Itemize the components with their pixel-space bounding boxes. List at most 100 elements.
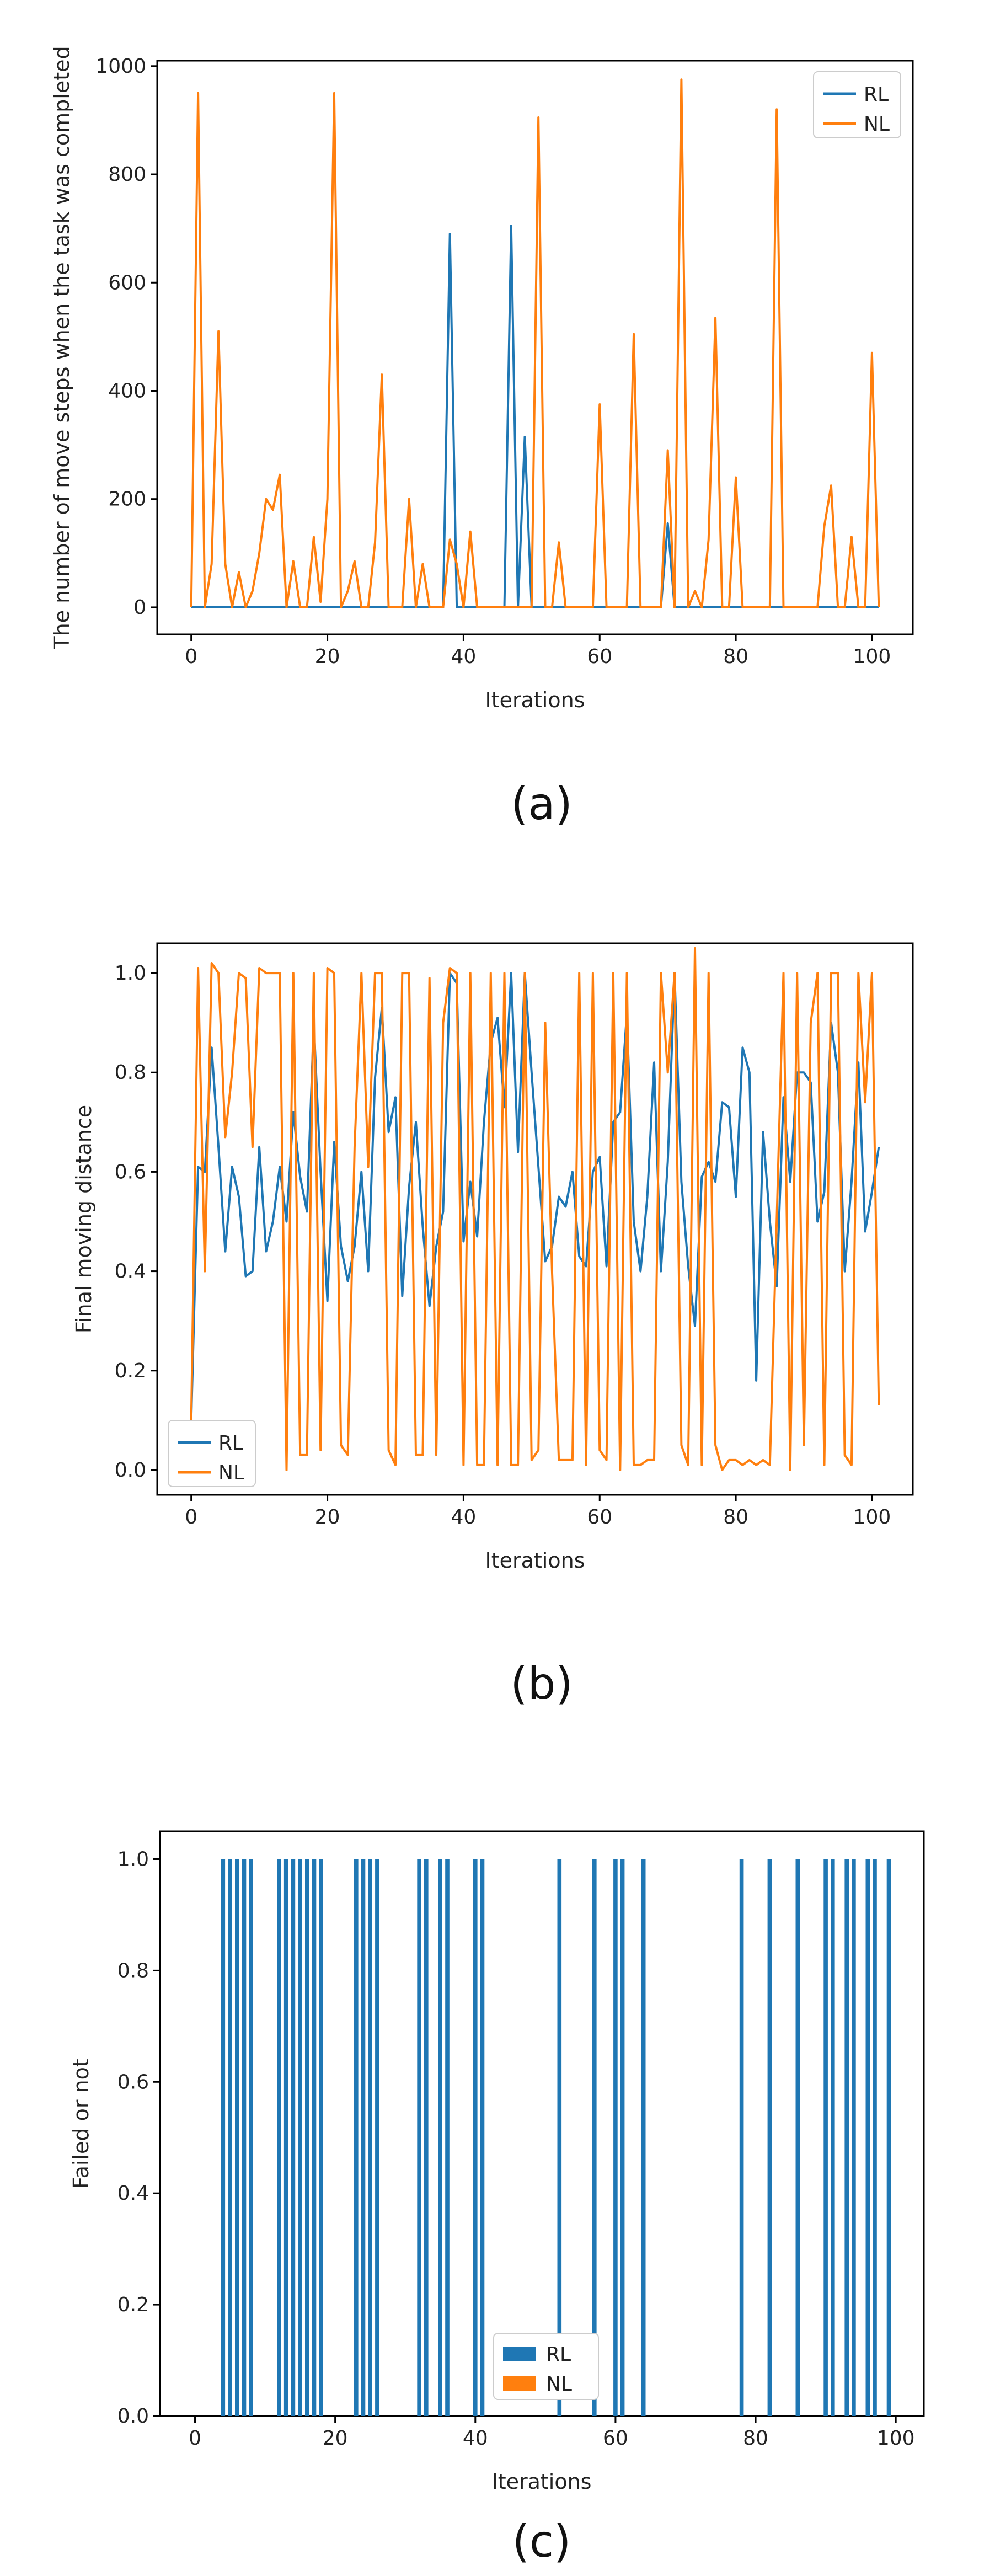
- chart-c-xtick-label: 40: [463, 2427, 488, 2450]
- chart-c-bar-rl: [739, 1859, 744, 2416]
- chart-c-bar-rl: [641, 1859, 646, 2416]
- chart-a-plot-frame: [156, 60, 914, 635]
- chart-b-ylabel: Final moving distance: [72, 1105, 96, 1333]
- chart-b-xtick-label: 0: [185, 1506, 197, 1529]
- chart-c-legend-rl-label: RL: [546, 2343, 571, 2366]
- chart-c-bar-rl: [291, 1859, 296, 2416]
- chart-c-bar-rl: [375, 1859, 379, 2416]
- chart-a-caption: (a): [511, 778, 572, 830]
- chart-b-xtick-label: 20: [315, 1506, 340, 1529]
- chart-b-ytick-label: 0.8: [115, 1061, 146, 1084]
- chart-c-xtick-label: 0: [189, 2427, 201, 2450]
- chart-c-bar-rl: [235, 1859, 239, 2416]
- chart-a-xtick-label: 100: [853, 645, 891, 668]
- chart-a-ytick-label: 600: [108, 271, 146, 294]
- chart-a-ytick-label: 200: [108, 488, 146, 511]
- chart-c-bar-rl: [480, 1859, 485, 2416]
- chart-c-bar-rl: [417, 1859, 421, 2416]
- chart-b-legend: RL NL: [168, 1420, 256, 1487]
- chart-c-xtick-label: 20: [323, 2427, 348, 2450]
- chart-c-bar-rl: [298, 1859, 302, 2416]
- chart-c-bar-rl: [368, 1859, 372, 2416]
- chart-c-bar-rl: [361, 1859, 366, 2416]
- chart-a-xlabel: Iterations: [485, 688, 585, 712]
- chart-c-bar-rl: [613, 1859, 618, 2416]
- chart-c-bar-rl: [557, 1859, 562, 2416]
- chart-c-legend-rl-swatch: [503, 2347, 536, 2361]
- chart-c-bar-rl: [823, 1859, 828, 2416]
- chart-b-caption: (b): [510, 1658, 573, 1709]
- chart-c-bar-rl: [221, 1859, 226, 2416]
- chart-a-xtick-label: 0: [185, 645, 197, 668]
- chart-c-caption: (c): [512, 2516, 571, 2567]
- chart-c-bar-rl: [831, 1859, 835, 2416]
- chart-a-legend-rl-label: RL: [864, 83, 889, 106]
- chart-c-failed: 0 20 40 60 80 100 0.0 0.2 0.4 0.6 0.8 1.0 Iteration…: [69, 1830, 925, 2567]
- chart-b-series-nl-line: [190, 947, 880, 1471]
- chart-c-ytick-label: 0.6: [117, 2071, 149, 2093]
- chart-b-ytick-label: 0.2: [115, 1360, 146, 1382]
- chart-a-xtick-label: 40: [451, 645, 476, 668]
- chart-a-ylabel: The number of move steps when the task w…: [50, 46, 74, 649]
- chart-b-ytick-label: 0.4: [115, 1260, 146, 1283]
- chart-a-ytick-label: 400: [108, 380, 146, 402]
- chart-c-legend-nl-swatch: [503, 2376, 536, 2391]
- chart-c-bar-rl: [354, 1859, 359, 2416]
- chart-c-legend: RL NL: [493, 2333, 599, 2400]
- chart-c-ytick-label: 1.0: [117, 1848, 149, 1870]
- chart-b-ytick-label: 0.0: [115, 1459, 146, 1482]
- chart-c-bar-rl: [852, 1859, 856, 2416]
- chart-b-ytick-label: 1.0: [115, 962, 146, 985]
- chart-c-ticks: 0 20 40 60 80 100 0.0 0.2 0.4 0.6 0.8 1.0: [117, 1848, 915, 2450]
- chart-b-series-rl-line: [190, 972, 880, 1420]
- chart-c-bar-rl: [305, 1859, 309, 2416]
- chart-c-bar-rl: [865, 1859, 870, 2416]
- chart-b-legend-rl-label: RL: [218, 1432, 243, 1455]
- chart-c-ylabel: Failed or not: [69, 2059, 93, 2189]
- chart-c-ytick-label: 0.0: [117, 2405, 149, 2428]
- chart-c-ytick-label: 0.2: [117, 2294, 149, 2316]
- chart-c-bar-rl: [277, 1859, 281, 2416]
- chart-c-ytick-label: 0.4: [117, 2182, 149, 2205]
- chart-a-series: [190, 78, 880, 608]
- chart-b-xtick-label: 60: [587, 1506, 612, 1529]
- chart-c-xtick-label: 60: [603, 2427, 628, 2450]
- chart-c-bar-rl: [795, 1859, 800, 2416]
- chart-a-ytick-label: 1000: [95, 55, 146, 78]
- chart-c-bar-rl: [283, 1859, 288, 2416]
- chart-a-xtick-label: 60: [587, 645, 612, 668]
- chart-c-xlabel: Iterations: [492, 2470, 592, 2494]
- chart-a-ytick-label: 0: [133, 596, 146, 619]
- chart-c-ytick-label: 0.8: [117, 1959, 149, 1982]
- chart-a-xtick-label: 80: [723, 645, 748, 668]
- chart-c-bar-rl: [873, 1859, 877, 2416]
- chart-c-series: [221, 1859, 891, 2416]
- chart-a-legend-box: [813, 71, 901, 138]
- chart-b-xtick-label: 40: [451, 1506, 476, 1529]
- chart-c-bar-rl: [249, 1859, 253, 2416]
- chart-c-plot-frame: [159, 1830, 925, 2417]
- chart-b-ticks: 0 20 40 60 80 100 0.0 0.2 0.4 0.6 0.8 1.0: [115, 962, 891, 1529]
- chart-c-bar-rl: [886, 1859, 891, 2416]
- chart-a-series-nl-line: [190, 78, 880, 608]
- chart-c-xtick-label: 80: [743, 2427, 768, 2450]
- chart-a-xtick-label: 20: [315, 645, 340, 668]
- chart-b-final-distance: 0 20 40 60 80 100 0.0 0.2 0.4 0.6 0.8 1.0 Iteration…: [72, 942, 914, 1709]
- chart-b-legend-box: [168, 1420, 256, 1487]
- chart-c-bar-rl: [473, 1859, 478, 2416]
- chart-c-bar-rl: [767, 1859, 772, 2416]
- chart-c-bar-rl: [424, 1859, 429, 2416]
- chart-c-xtick-label: 100: [877, 2427, 915, 2450]
- chart-c-bar-rl: [319, 1859, 323, 2416]
- chart-c-bar-rl: [445, 1859, 450, 2416]
- chart-a-legend-nl-label: NL: [864, 113, 890, 136]
- chart-b-legend-nl-label: NL: [218, 1462, 244, 1484]
- chart-a-ytick-label: 800: [108, 163, 146, 186]
- chart-b-ytick-label: 0.6: [115, 1161, 146, 1183]
- chart-c-bar-rl: [620, 1859, 625, 2416]
- chart-b-series: [190, 947, 880, 1471]
- chart-b-xtick-label: 100: [853, 1506, 891, 1529]
- chart-c-legend-nl-label: NL: [546, 2373, 572, 2396]
- chart-c-bar-rl: [438, 1859, 442, 2416]
